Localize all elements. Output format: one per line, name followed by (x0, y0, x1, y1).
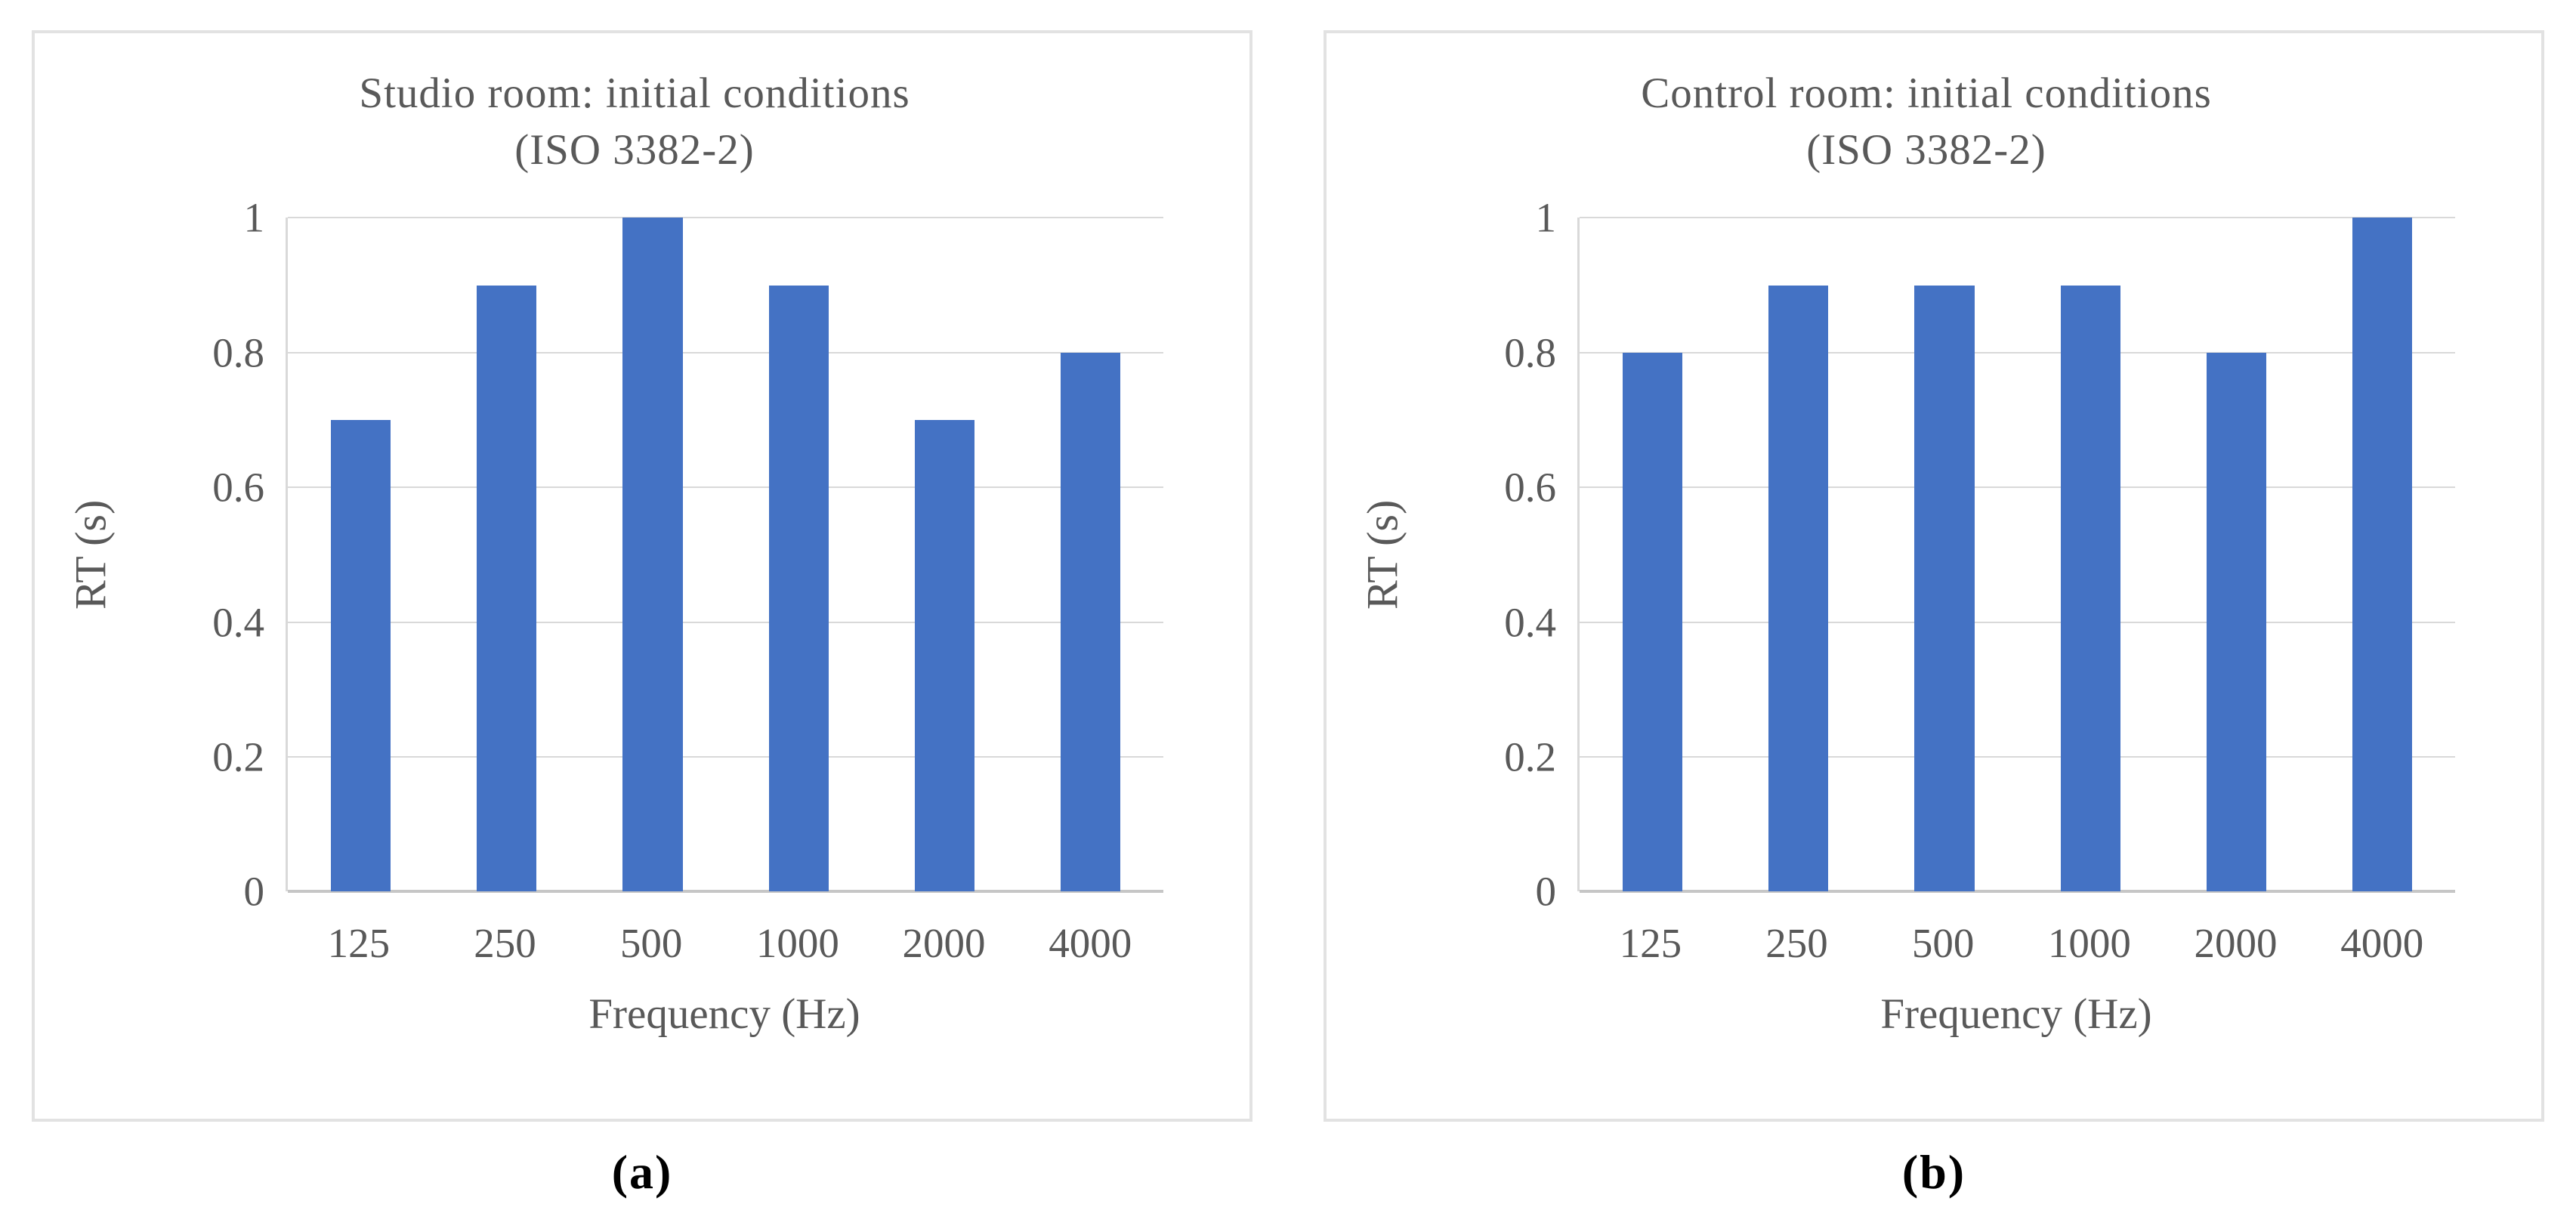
x-tick-label: 500 (1911, 920, 1975, 967)
y-tick-labels: 0 0.2 0.4 0.6 0.8 1 (1417, 195, 1577, 915)
chart-panel-a: Studio room: initial conditions (ISO 338… (32, 30, 1252, 1122)
bar-slot-500 (579, 218, 725, 892)
x-tick-label: 2000 (2194, 920, 2278, 967)
bar-500hz (622, 218, 683, 892)
chart-title-line1: Studio room: initial conditions (359, 69, 910, 117)
gridline (288, 217, 1163, 219)
x-tick-label: 4000 (1049, 920, 1132, 967)
bar-slot-4000 (1018, 218, 1163, 892)
bar-500hz (1914, 285, 1975, 892)
figure-row: Studio room: initial conditions (ISO 338… (32, 30, 2544, 1200)
gridline (288, 756, 1163, 758)
bar-series (1580, 218, 2455, 892)
gridline (288, 621, 1163, 623)
bar-125hz (1622, 352, 1683, 892)
y-axis-title: RT (s) (1357, 499, 1407, 610)
bar-4000hz (2352, 218, 2413, 892)
x-tick-label: 250 (474, 920, 536, 967)
y-tick-label: 0.6 (212, 464, 264, 511)
x-axis-line (1580, 890, 2455, 894)
y-tick-labels: 0 0.2 0.4 0.6 0.8 1 (125, 195, 286, 915)
y-tick-label: 0.8 (1504, 329, 1556, 376)
chart-title-line2: (ISO 3382-2) (514, 126, 755, 174)
bar-slot-1000 (726, 218, 872, 892)
bar-slot-1000 (2018, 218, 2164, 892)
x-tick-labels: 125 250 500 1000 2000 4000 (286, 891, 1163, 967)
plot-area (1577, 217, 2455, 894)
chart-title-b: Control room: initial conditions (ISO 33… (1348, 65, 2505, 178)
x-tick-label: 2000 (902, 920, 986, 967)
figure-column-b: Control room: initial conditions (ISO 33… (1324, 30, 2544, 1200)
y-tick-label: 0.6 (1504, 464, 1556, 511)
x-tick-label: 1000 (2047, 920, 2131, 967)
bar-slot-2000 (2164, 218, 2309, 892)
gridline (1580, 351, 2455, 354)
gridline (1580, 486, 2455, 489)
x-axis-line (288, 890, 1163, 894)
chart-area-b: RT (s) 0 0.2 0.4 0.6 0.8 1 125 250 500 1000 2000 4… (1348, 195, 2505, 1058)
x-axis-title: Frequency (Hz) (588, 990, 860, 1039)
y-tick-label: 0 (1535, 868, 1557, 915)
bar-series (288, 218, 1163, 892)
y-tick-label: 1 (1535, 194, 1557, 241)
x-tick-label: 125 (1619, 920, 1682, 967)
y-tick-label: 0.2 (1504, 733, 1556, 780)
chart-title-line2: (ISO 3382-2) (1806, 126, 2046, 174)
bar-slot-2000 (872, 218, 1018, 892)
bar-1000hz (2060, 285, 2120, 892)
subfigure-caption-a: (a) (611, 1145, 673, 1199)
bar-125hz (330, 420, 391, 892)
x-tick-labels: 125 250 500 1000 2000 4000 (1577, 891, 2455, 967)
subfigure-caption-b: (b) (1901, 1145, 1966, 1199)
chart-panel-b: Control room: initial conditions (ISO 33… (1324, 30, 2544, 1122)
bar-4000hz (1060, 352, 1121, 892)
bar-slot-125 (1580, 218, 1725, 892)
bar-slot-500 (1871, 218, 2017, 892)
x-tick-label: 1000 (755, 920, 839, 967)
plot-area (286, 217, 1163, 894)
x-tick-label: 500 (619, 920, 683, 967)
bar-250hz (477, 285, 537, 892)
bar-2000hz (2206, 352, 2266, 892)
x-tick-label: 250 (1765, 920, 1828, 967)
y-tick-label: 0.4 (212, 599, 264, 646)
y-axis-title: RT (s) (66, 499, 116, 610)
x-tick-label: 4000 (2340, 920, 2424, 967)
y-tick-label: 0.4 (1504, 599, 1556, 646)
gridline (288, 486, 1163, 489)
chart-title-a: Studio room: initial conditions (ISO 338… (56, 65, 1213, 178)
y-tick-label: 0.2 (212, 733, 264, 780)
y-tick-label: 0.8 (212, 329, 264, 376)
chart-title-line1: Control room: initial conditions (1641, 69, 2212, 117)
y-tick-label: 1 (243, 194, 265, 241)
bar-slot-250 (434, 218, 579, 892)
gridline (288, 351, 1163, 354)
bar-2000hz (914, 420, 974, 892)
gridline (1580, 756, 2455, 758)
figure-column-a: Studio room: initial conditions (ISO 338… (32, 30, 1252, 1200)
gridline (1580, 217, 2455, 219)
x-tick-label: 125 (327, 920, 391, 967)
bar-1000hz (768, 285, 829, 892)
chart-area-a: RT (s) 0 0.2 0.4 0.6 0.8 1 125 250 500 1000 2000 4… (56, 195, 1213, 1058)
gridline (1580, 621, 2455, 623)
bar-slot-4000 (2309, 218, 2455, 892)
bar-slot-125 (288, 218, 434, 892)
bar-250hz (1768, 285, 1829, 892)
y-tick-label: 0 (243, 868, 265, 915)
x-axis-title: Frequency (Hz) (1880, 990, 2152, 1039)
bar-slot-250 (1725, 218, 1871, 892)
